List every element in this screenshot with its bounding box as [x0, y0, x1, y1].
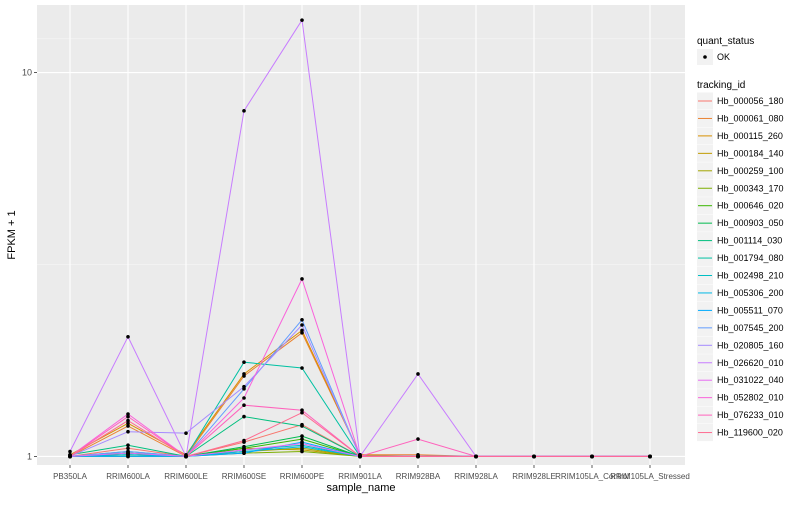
x-axis-label: sample_name	[326, 482, 395, 494]
data-point	[242, 384, 246, 389]
x-tick-label: RRIM105LA_Stressed	[610, 472, 690, 481]
data-point	[358, 454, 362, 459]
data-point	[590, 454, 594, 459]
data-point	[300, 366, 304, 370]
data-points	[68, 18, 652, 459]
x-tick-label: RRIM901LA	[338, 472, 382, 481]
data-point	[300, 449, 304, 454]
data-point	[242, 372, 246, 376]
legend-label: Hb_000646_020	[717, 201, 784, 211]
y-tick-label: 10	[22, 68, 32, 78]
legend-quant-status-entries: OK	[697, 49, 730, 65]
data-point	[242, 414, 246, 419]
data-point	[300, 424, 304, 428]
data-point	[68, 454, 72, 459]
legend-label: Hb_005306_200	[717, 288, 784, 298]
data-point	[648, 454, 652, 459]
data-point	[416, 372, 420, 376]
data-point	[126, 454, 130, 459]
data-point	[242, 396, 246, 400]
data-point	[300, 328, 304, 333]
data-point	[242, 451, 246, 455]
legend-label: Hb_020805_160	[717, 340, 784, 350]
data-point	[126, 451, 130, 455]
legend: quant_status OK tracking_id Hb_000056_18…	[697, 36, 784, 442]
legend-label: Hb_000259_100	[717, 166, 784, 176]
legend-label: Hb_000115_260	[717, 131, 783, 141]
data-point	[300, 323, 304, 327]
data-point	[300, 277, 304, 281]
legend-label: Hb_001794_080	[717, 253, 784, 263]
legend-label: Hb_026620_010	[717, 358, 784, 368]
y-tick-label: 1	[27, 451, 32, 461]
legend-tracking-id-entries: Hb_000056_180 Hb_000061_080 Hb_000115_260 H…	[697, 92, 784, 442]
data-point	[416, 437, 420, 441]
data-point	[242, 109, 246, 113]
y-axis: 1 10	[22, 68, 37, 461]
legend-label: Hb_052802_010	[717, 393, 784, 403]
data-point	[300, 317, 304, 322]
data-point	[300, 444, 304, 449]
data-point	[126, 446, 130, 451]
data-point	[242, 438, 246, 443]
data-point	[126, 418, 130, 423]
data-point	[242, 444, 246, 449]
grid	[37, 5, 685, 465]
legend-label: Hb_000184_140	[717, 148, 784, 158]
legend-label: Hb_031022_040	[717, 375, 784, 385]
data-point	[532, 454, 536, 459]
data-point	[300, 410, 304, 415]
x-tick-label: RRIM600PE	[280, 472, 324, 481]
data-point	[184, 431, 188, 435]
data-point	[126, 334, 130, 339]
data-point	[126, 412, 130, 416]
legend-label: Hb_000061_080	[717, 113, 784, 123]
plot-panel	[37, 5, 685, 465]
legend-label: Hb_119600_020	[717, 428, 783, 438]
x-tick-label: RRIM600SE	[222, 472, 266, 481]
data-point	[126, 414, 130, 419]
x-tick-label: RRIM600LA	[106, 472, 150, 481]
data-point	[300, 434, 304, 438]
data-point	[126, 443, 130, 447]
x-tick-label: RRIM928BA	[396, 472, 441, 481]
data-point	[68, 449, 72, 454]
legend-label: Hb_001114_030	[717, 236, 782, 246]
x-tick-label: RRIM928LE	[512, 472, 556, 481]
data-point	[242, 360, 246, 365]
data-point	[126, 424, 130, 428]
data-point	[416, 454, 420, 459]
x-tick-label: RRIM928LA	[454, 472, 498, 481]
x-tick-label: PB350LA	[53, 472, 87, 481]
data-point	[242, 403, 246, 407]
data-point	[242, 448, 246, 452]
data-point	[300, 437, 304, 441]
legend-label: Hb_007545_200	[717, 323, 784, 333]
legend-point-icon	[703, 55, 707, 59]
legend-label: Hb_076233_010	[717, 410, 784, 420]
legend-label: Hb_000343_170	[717, 183, 784, 193]
data-point	[300, 408, 304, 412]
legend-label: Hb_000903_050	[717, 218, 784, 228]
legend-label: Hb_002498_210	[717, 271, 784, 281]
x-axis: PB350LA RRIM600LA RRIM600LE RRIM600SE RRIM60…	[53, 465, 690, 481]
legend-label: OK	[717, 52, 730, 62]
data-point	[300, 18, 304, 22]
data-point	[474, 454, 478, 459]
data-point	[126, 429, 130, 434]
x-tick-label: RRIM105LA_Control	[555, 472, 629, 481]
legend-label: Hb_005511_070	[717, 305, 783, 315]
data-point	[184, 454, 188, 459]
legend-label: Hb_000056_180	[717, 96, 784, 106]
legend-title-tracking-id: tracking_id	[697, 80, 745, 91]
x-tick-label: RRIM600LE	[164, 472, 208, 481]
legend-title-quant-status: quant_status	[697, 36, 754, 47]
data-point	[300, 441, 304, 446]
y-axis-label: FPKM + 1	[6, 210, 18, 259]
data-point	[126, 421, 130, 426]
